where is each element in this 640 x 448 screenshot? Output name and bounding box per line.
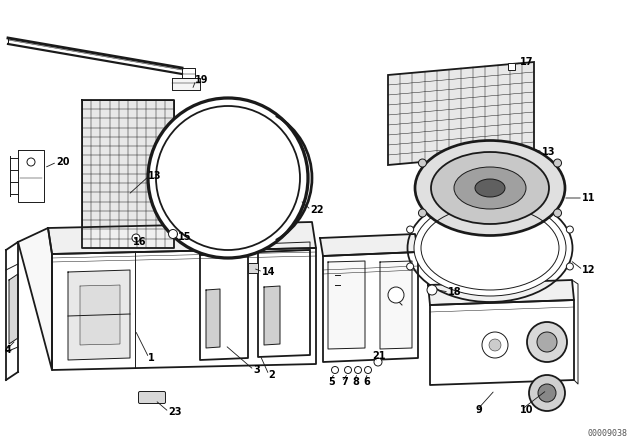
Ellipse shape [475, 179, 505, 197]
Text: 12: 12 [582, 265, 595, 275]
Circle shape [537, 332, 557, 352]
Text: 21: 21 [372, 351, 385, 361]
Text: 17: 17 [520, 57, 534, 67]
Circle shape [365, 366, 371, 374]
Polygon shape [380, 261, 412, 349]
Circle shape [419, 209, 426, 217]
Circle shape [566, 263, 573, 270]
Ellipse shape [454, 167, 526, 209]
Polygon shape [9, 274, 18, 344]
Polygon shape [428, 280, 574, 305]
Bar [248, 263, 258, 273]
Circle shape [168, 229, 177, 238]
Text: 18: 18 [448, 287, 461, 297]
Ellipse shape [431, 152, 549, 224]
Circle shape [554, 209, 561, 217]
Polygon shape [48, 222, 316, 254]
Text: 3: 3 [253, 365, 260, 375]
Text: 4: 4 [5, 345, 12, 355]
Circle shape [344, 366, 351, 374]
Circle shape [406, 263, 413, 270]
Text: 19: 19 [195, 75, 209, 85]
Circle shape [566, 226, 573, 233]
Circle shape [406, 226, 413, 233]
Text: 00009038: 00009038 [588, 429, 628, 438]
Text: 7: 7 [341, 377, 348, 387]
Text: 20: 20 [56, 157, 70, 167]
Text: 5: 5 [328, 377, 335, 387]
Circle shape [419, 159, 426, 167]
Circle shape [374, 358, 382, 366]
Text: 13: 13 [148, 171, 161, 181]
Ellipse shape [415, 141, 565, 236]
Polygon shape [264, 286, 280, 345]
Text: 6: 6 [363, 377, 370, 387]
Text: 22: 22 [310, 205, 323, 215]
FancyBboxPatch shape [138, 392, 166, 404]
Text: 8: 8 [352, 377, 359, 387]
Polygon shape [52, 248, 316, 370]
Bar [508, 63, 515, 70]
Polygon shape [18, 150, 44, 202]
Circle shape [554, 159, 561, 167]
Polygon shape [172, 78, 200, 90]
Polygon shape [430, 300, 574, 385]
Text: 13: 13 [542, 147, 556, 157]
Circle shape [527, 322, 567, 362]
Text: 9: 9 [476, 405, 483, 415]
Circle shape [148, 98, 308, 258]
Polygon shape [258, 250, 310, 357]
Polygon shape [388, 62, 534, 165]
Text: 23: 23 [168, 407, 182, 417]
Text: 10: 10 [520, 405, 534, 415]
Circle shape [332, 366, 339, 374]
Bar [82, 100, 174, 248]
Polygon shape [328, 261, 365, 349]
Circle shape [388, 287, 404, 303]
Text: 2: 2 [268, 370, 275, 380]
Text: 11: 11 [582, 193, 595, 203]
Text: 15: 15 [178, 232, 191, 242]
Polygon shape [200, 253, 248, 360]
Circle shape [132, 234, 140, 242]
Polygon shape [80, 285, 120, 345]
Ellipse shape [414, 200, 566, 296]
Polygon shape [323, 252, 418, 362]
Circle shape [529, 375, 565, 411]
Circle shape [482, 332, 508, 358]
Text: 1: 1 [148, 353, 155, 363]
Circle shape [489, 339, 501, 351]
Circle shape [538, 384, 556, 402]
Polygon shape [68, 270, 130, 360]
Circle shape [27, 158, 35, 166]
Polygon shape [18, 228, 52, 370]
Text: 16: 16 [133, 237, 147, 247]
Polygon shape [320, 234, 418, 256]
Polygon shape [206, 289, 220, 348]
Text: 14: 14 [262, 267, 275, 277]
Circle shape [427, 285, 437, 295]
Circle shape [355, 366, 362, 374]
